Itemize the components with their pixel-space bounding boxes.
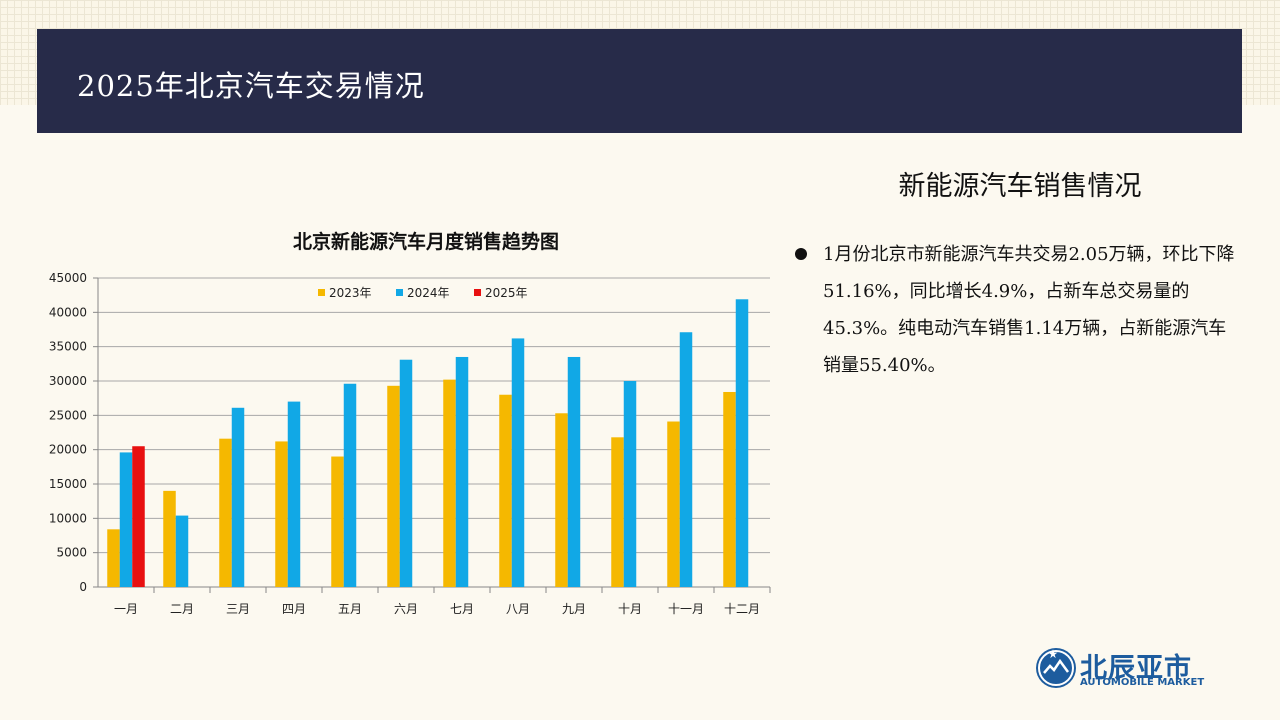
y-tick-label: 0 [79, 580, 87, 594]
legend-swatch [318, 289, 325, 296]
bullet-dot-icon [795, 248, 807, 260]
x-tick-label: 八月 [506, 602, 530, 616]
y-tick-label: 20000 [49, 443, 87, 457]
x-tick-label: 七月 [450, 602, 474, 616]
x-tick-label: 四月 [282, 602, 306, 616]
bar-2023年-四月 [275, 441, 288, 587]
bar-2023年-二月 [163, 490, 176, 587]
bar-2023年-五月 [331, 456, 344, 587]
section-title: 新能源汽车销售情况 [898, 171, 1142, 202]
page-title: 2025年北京汽车交易情况 [77, 69, 425, 103]
bar-2024年-九月 [567, 356, 581, 587]
sales-chart: 北京新能源汽车月度销售趋势图 0 5000 10000 15000 20000 25000 3… [30, 215, 790, 635]
y-tick-label: 25000 [49, 408, 87, 422]
y-tick-label: 10000 [49, 511, 87, 525]
bar-2024年-五月 [343, 383, 357, 587]
legend-label: 2023年 [329, 286, 372, 300]
bar-2023年-九月 [555, 413, 568, 587]
bar-2024年-六月 [399, 359, 413, 587]
bar-2024年-十一月 [679, 332, 693, 587]
summary-bullet: 1月份北京市新能源汽车共交易2.05万辆，环比下降51.16%，同比增长4.9%… [795, 236, 1235, 384]
y-tick-label: 30000 [49, 374, 87, 388]
bar-2023年-六月 [387, 385, 400, 587]
bar-2024年-四月 [287, 401, 301, 587]
legend-swatch [396, 289, 403, 296]
bar-2024年-十二月 [735, 299, 749, 587]
y-tick-label: 45000 [49, 271, 87, 285]
legend-label: 2025年 [485, 286, 528, 300]
logo-emblem-icon [1036, 648, 1076, 688]
bar-2023年-八月 [499, 394, 512, 587]
bar-2025年-一月 [132, 446, 145, 587]
logo-text-en: AUTOMOBILE MARKET [1080, 677, 1205, 688]
chart-svg: 北京新能源汽车月度销售趋势图 0 5000 10000 15000 20000 25000 3… [49, 230, 771, 616]
x-tick-label: 十一月 [668, 602, 704, 616]
bar-2023年-三月 [219, 438, 232, 587]
header-banner: 2025年北京汽车交易情况 [37, 29, 1242, 133]
bar-2024年-八月 [511, 338, 525, 587]
legend-swatch [474, 289, 481, 296]
summary-text: 1月份北京市新能源汽车共交易2.05万辆，环比下降51.16%，同比增长4.9%… [823, 244, 1235, 376]
x-tick-label: 十月 [618, 602, 642, 616]
bar-2023年-十二月 [723, 391, 736, 587]
x-tick-label: 二月 [170, 602, 194, 616]
legend-label: 2024年 [407, 286, 450, 300]
x-tick-label: 五月 [338, 602, 362, 616]
bar-2023年-十月 [611, 437, 624, 587]
bar-2024年-七月 [455, 356, 469, 587]
bar-2024年-二月 [175, 515, 189, 587]
y-tick-label: 5000 [56, 546, 87, 560]
bar-2024年-一月 [119, 452, 133, 587]
y-tick-label: 40000 [49, 305, 87, 319]
chart-title: 北京新能源汽车月度销售趋势图 [293, 230, 559, 253]
x-tick-label: 九月 [562, 602, 586, 616]
y-tick-label: 35000 [49, 340, 87, 354]
bar-2023年-七月 [443, 379, 456, 587]
x-tick-label: 一月 [114, 602, 138, 616]
y-tick-label: 15000 [49, 477, 87, 491]
x-tick-label: 三月 [226, 602, 250, 616]
bar-2024年-十月 [623, 381, 637, 587]
logo-text-cn: 北辰亚市 [1080, 653, 1192, 684]
bar-2023年-一月 [107, 529, 120, 587]
x-tick-label: 十二月 [724, 602, 760, 616]
company-logo: 北辰亚市 AUTOMOBILE MARKET [1036, 646, 1216, 696]
bar-2024年-三月 [231, 407, 245, 587]
x-tick-label: 六月 [394, 602, 418, 616]
bar-2023年-十一月 [667, 421, 680, 587]
